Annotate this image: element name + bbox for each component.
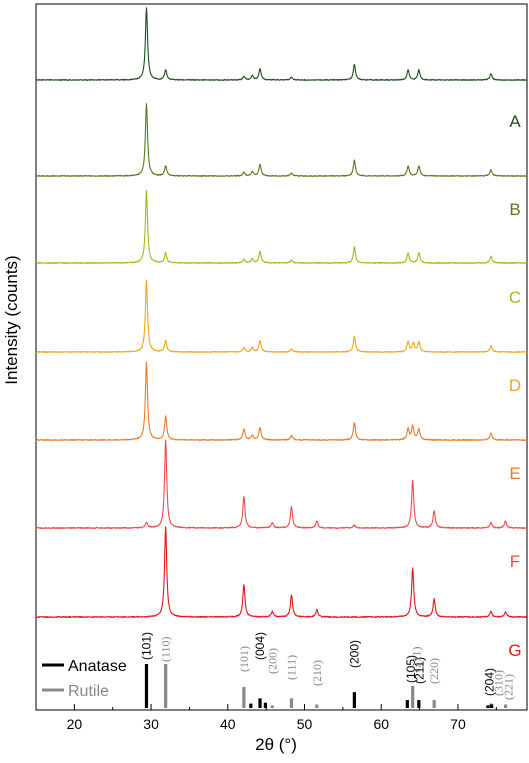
- rutile-hkl-label: (210): [310, 660, 324, 686]
- legend-label-anatase: Anatase: [68, 658, 127, 675]
- x-tick-label: 40: [220, 716, 236, 732]
- anatase-hkl-label: (105): [404, 655, 418, 683]
- series-label-C: C: [509, 288, 521, 307]
- y-axis-title: Intensity (counts): [2, 255, 21, 384]
- series-labels: A B C D E F G: [508, 112, 521, 660]
- series-group: [35, 7, 528, 619]
- series-label-A: A: [509, 112, 521, 131]
- x-axis: 20 30 40 50 60 70: [35, 704, 497, 732]
- plot-frame: [35, 3, 528, 711]
- x-tick-label: 50: [297, 716, 313, 732]
- series-label-F: F: [510, 552, 520, 571]
- x-tick-label: 70: [450, 716, 466, 732]
- series-label-G: G: [508, 641, 521, 660]
- x-tick-label: 30: [143, 716, 159, 732]
- series-label-D: D: [509, 376, 521, 395]
- x-axis-title: 2θ (°): [255, 735, 297, 754]
- rutile-hkl-label: (221): [502, 674, 516, 700]
- x-tick-label: 20: [67, 716, 83, 732]
- anatase-hkl-label: (200): [347, 640, 361, 668]
- series-line-C: [35, 189, 528, 264]
- series-line-F: [35, 439, 528, 530]
- series-label-B: B: [509, 200, 520, 219]
- rutile-hkl-label: (220): [427, 658, 441, 684]
- anatase-hkl-label: (211): [413, 657, 427, 684]
- legend-label-rutile: Rutile: [68, 683, 109, 700]
- rutile-hkl-label: (110): [159, 636, 173, 662]
- series-line-B: [35, 103, 528, 177]
- rutile-hkl-label: (310): [492, 670, 506, 696]
- plot-border: [35, 3, 528, 711]
- anatase-hkl-label: (101): [139, 632, 153, 660]
- series-line-D: [35, 279, 528, 353]
- rutile-hkl-label: (211): [410, 646, 424, 672]
- series-label-E: E: [509, 464, 520, 483]
- rutile-hkl-label: (200): [265, 648, 279, 674]
- x-tick-label: 60: [373, 716, 389, 732]
- reference-group: (101) (004) (200)(105)(211) (204)(110) (101)…: [42, 632, 516, 708]
- rutile-hkl-label: (111): [284, 655, 298, 680]
- series-line-E: [35, 361, 528, 441]
- anatase-hkl-label: (204): [482, 668, 496, 696]
- rutile-hkl-label: (101): [237, 646, 251, 672]
- series-line-G: [35, 526, 528, 619]
- series-line-A: [35, 7, 528, 81]
- anatase-hkl-label: (004): [253, 632, 267, 660]
